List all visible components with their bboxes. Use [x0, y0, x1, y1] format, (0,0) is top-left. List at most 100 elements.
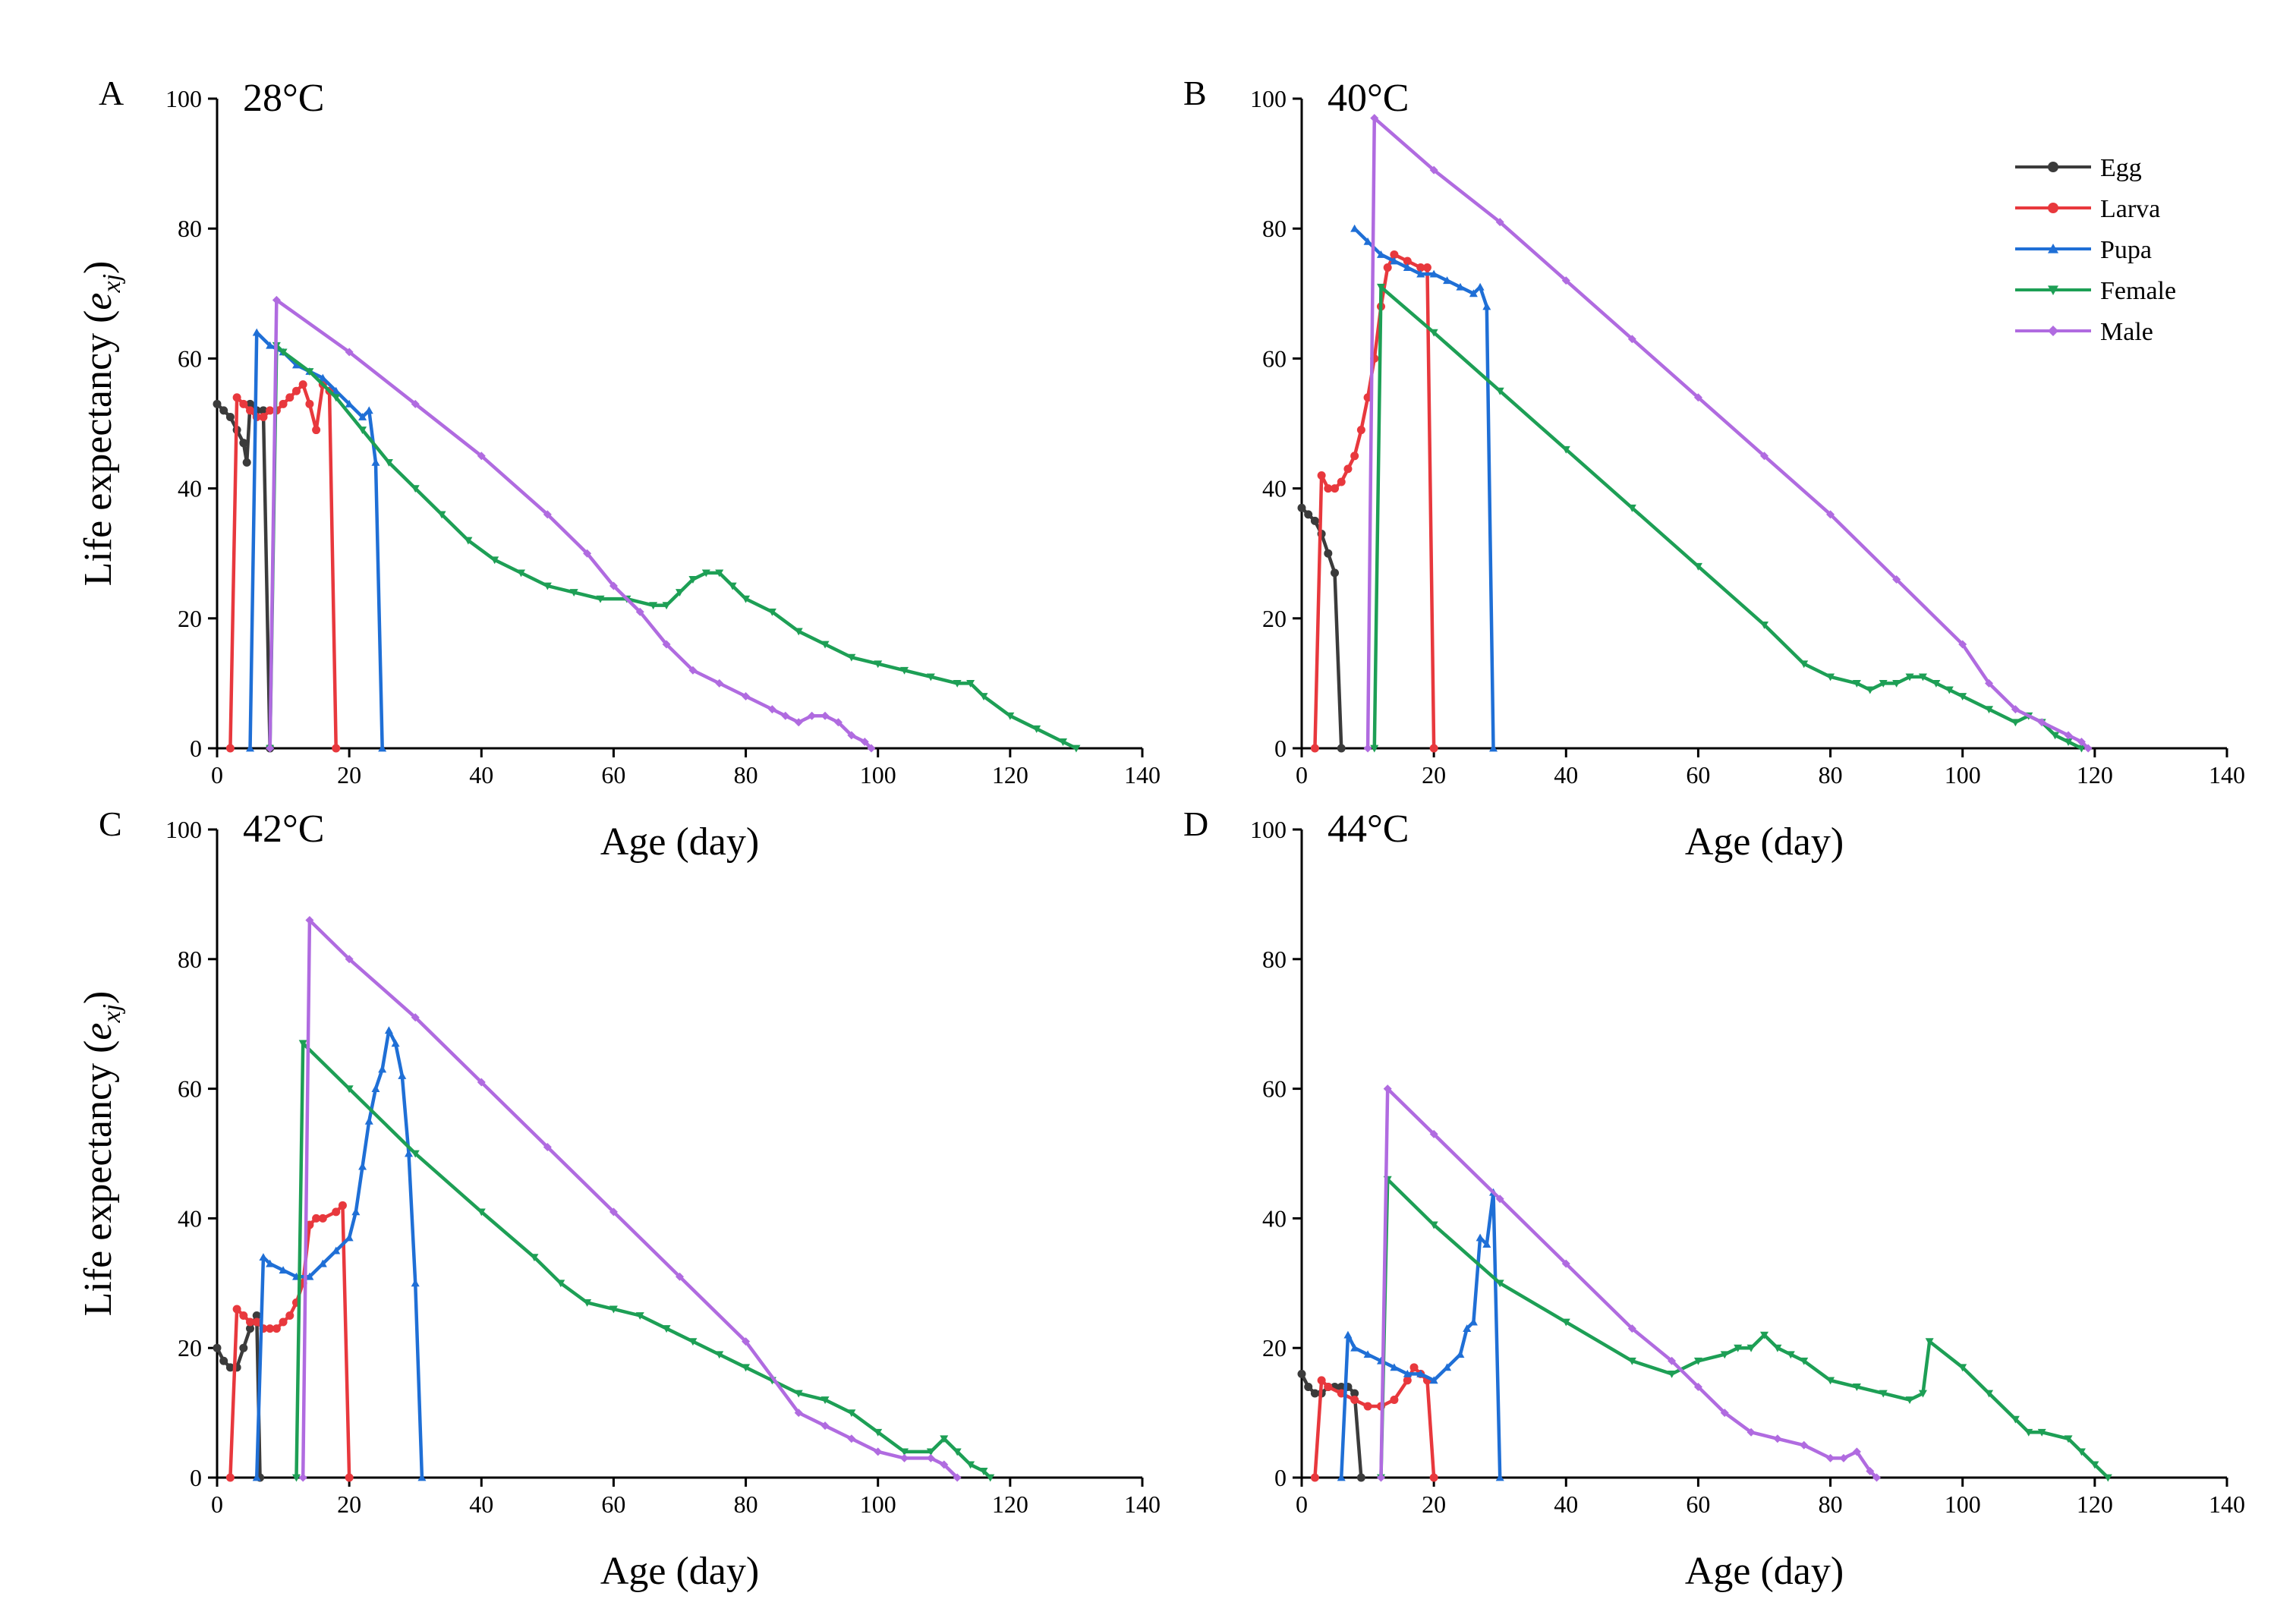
legend-marker	[2048, 285, 2058, 295]
data-point	[279, 399, 288, 408]
data-point	[583, 549, 592, 558]
data-point	[1925, 1338, 1934, 1346]
data-point	[1627, 1324, 1636, 1333]
series-line-larva	[228, 1204, 351, 1480]
data-point	[213, 399, 222, 408]
y-tick-label: 40	[178, 475, 202, 502]
x-tick-label: 80	[1819, 1491, 1843, 1518]
x-axis-title: Age (day)	[600, 820, 759, 864]
data-point	[794, 1409, 803, 1418]
data-point	[1839, 1453, 1848, 1462]
data-point	[530, 1254, 539, 1262]
data-point	[1469, 1317, 1478, 1326]
y-tick-label: 0	[190, 1464, 202, 1491]
data-point	[1489, 744, 1498, 752]
data-point	[966, 1461, 975, 1469]
y-tick-label: 40	[1262, 475, 1287, 502]
data-point	[266, 744, 275, 753]
data-point	[1773, 1434, 1782, 1443]
data-point	[477, 452, 486, 461]
data-point	[213, 1343, 222, 1352]
data-point	[1363, 1402, 1372, 1411]
data-point	[1627, 504, 1636, 512]
y-tick-label: 60	[1262, 1075, 1287, 1103]
data-point	[345, 1473, 354, 1482]
series-line-female	[268, 344, 1079, 751]
y-tick-label: 0	[190, 735, 202, 762]
data-point	[820, 1396, 830, 1405]
data-point	[1561, 1259, 1570, 1268]
data-point	[715, 1351, 724, 1359]
data-point	[688, 1338, 698, 1346]
data-point	[1383, 263, 1392, 272]
data-point	[1072, 744, 1081, 753]
data-point	[1350, 1343, 1359, 1352]
y-tick-label: 0	[1274, 735, 1287, 762]
data-point	[266, 406, 275, 415]
data-point	[1872, 1473, 1882, 1482]
data-point	[239, 399, 248, 408]
data-point	[1343, 464, 1353, 474]
series-line-egg	[215, 1314, 262, 1480]
data-point	[332, 744, 341, 753]
data-point	[239, 439, 248, 448]
series-line-larva	[228, 382, 338, 751]
data-point	[1826, 1453, 1835, 1462]
temperature-title: 44°C	[1328, 807, 1409, 851]
x-tick-label: 140	[2209, 761, 2245, 789]
panel-letter: B	[1183, 74, 1207, 112]
data-point	[940, 1435, 949, 1443]
y-tick-label: 100	[165, 816, 202, 843]
data-point	[1376, 1473, 1385, 1482]
data-point	[1304, 1382, 1313, 1391]
data-point	[266, 341, 275, 349]
data-point	[332, 386, 341, 395]
data-point	[609, 1305, 618, 1314]
x-tick-label: 20	[1422, 1491, 1446, 1518]
data-point	[609, 1207, 618, 1217]
legend-label: Male	[2100, 318, 2153, 346]
data-point	[847, 731, 856, 740]
data-point	[312, 426, 321, 435]
data-point	[1370, 114, 1379, 123]
data-point	[239, 1311, 248, 1320]
y-tick-label: 60	[178, 345, 202, 372]
y-tick-label: 20	[1262, 1334, 1287, 1361]
data-point	[742, 595, 751, 603]
data-point	[1337, 477, 1346, 486]
data-point	[742, 1337, 751, 1346]
series-egg	[213, 399, 275, 753]
data-point	[1760, 1331, 1768, 1339]
data-point	[1390, 257, 1399, 265]
data-point	[662, 602, 671, 610]
data-point	[1006, 712, 1015, 720]
data-point	[411, 1013, 420, 1022]
series-female	[266, 342, 1081, 753]
data-point	[953, 1473, 962, 1482]
data-point	[1800, 660, 1809, 669]
data-point	[411, 1279, 420, 1287]
data-point	[1734, 1344, 1743, 1352]
data-point	[398, 1072, 407, 1079]
data-point	[953, 1448, 962, 1456]
data-point	[596, 595, 605, 603]
data-point	[2037, 1428, 2046, 1437]
data-point	[1932, 680, 1941, 688]
data-point	[715, 678, 724, 688]
series-line-male	[301, 918, 959, 1480]
legend: Egg Larva Pupa Female Male	[2015, 154, 2176, 346]
data-point	[1317, 471, 1326, 480]
data-point	[2077, 1448, 2086, 1456]
x-tick-label: 0	[1296, 761, 1308, 789]
data-point	[1905, 673, 1914, 682]
data-point	[246, 406, 255, 415]
data-point	[1892, 574, 1901, 584]
data-point	[1324, 484, 1333, 493]
data-point	[583, 1299, 592, 1307]
x-tick-label: 60	[601, 761, 625, 789]
data-point	[358, 1162, 367, 1170]
data-point	[1693, 1382, 1702, 1391]
x-tick-label: 100	[1945, 761, 1981, 789]
data-point	[1429, 165, 1438, 175]
panel-D: 0 20 40 60 80 100 120 140 0 20 40 60 80 100 D 44°C Age (…	[1183, 804, 2245, 1593]
